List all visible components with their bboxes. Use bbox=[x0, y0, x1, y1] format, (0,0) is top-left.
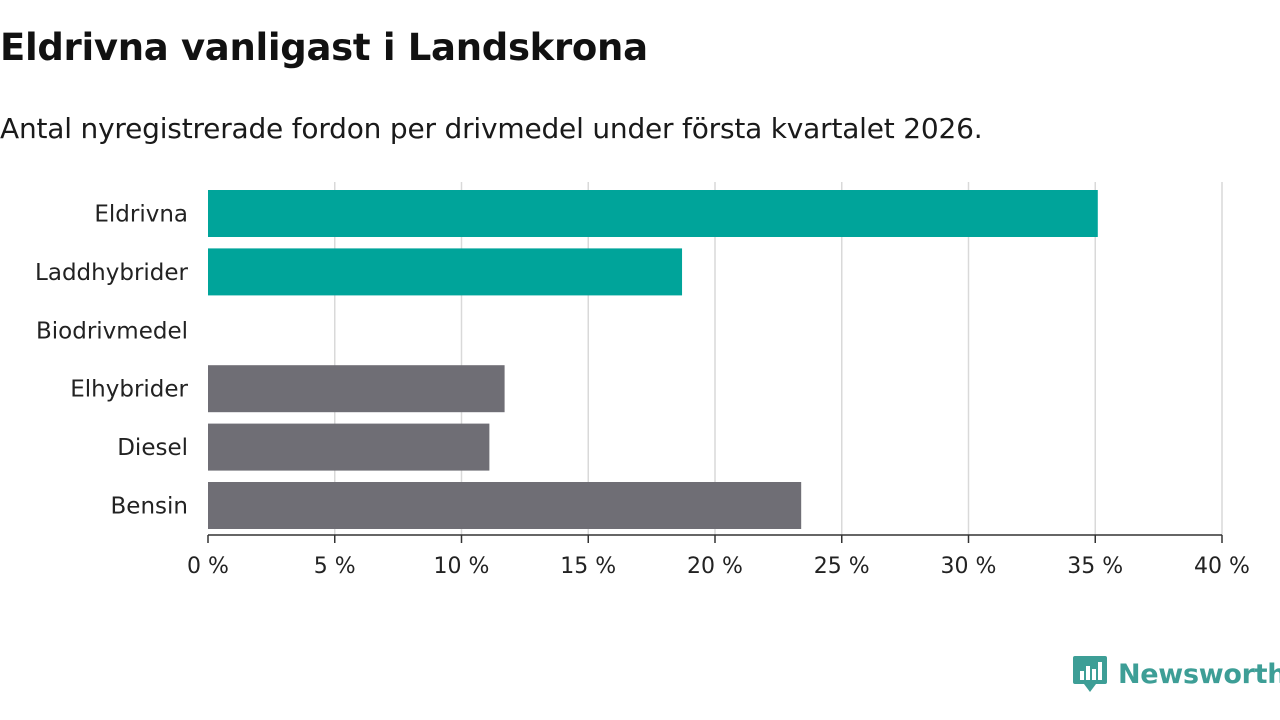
bars bbox=[208, 190, 1098, 529]
bar-eldrivna bbox=[208, 190, 1098, 237]
brand-name: Newsworthy bbox=[1118, 658, 1280, 690]
category-label: Eldrivna bbox=[94, 202, 188, 228]
chart-bubble-icon bbox=[1073, 656, 1107, 692]
x-tick-label: 30 % bbox=[941, 554, 997, 579]
x-tick-label: 40 % bbox=[1194, 554, 1250, 579]
x-tick-label: 10 % bbox=[434, 554, 490, 579]
bar-chart: Eldrivna Laddhybrider Biodrivmedel Elhybrid… bbox=[35, 182, 1250, 579]
x-axis: 0 % 5 % 10 % 15 % 20 % 25 % 30 % 35 % 40 % bbox=[187, 534, 1250, 579]
category-label: Bensin bbox=[111, 494, 188, 520]
category-label: Laddhybrider bbox=[35, 260, 188, 286]
category-labels: Eldrivna Laddhybrider Biodrivmedel Elhybrid… bbox=[35, 202, 188, 520]
x-tick-label: 20 % bbox=[687, 554, 743, 579]
x-tick-label: 35 % bbox=[1067, 554, 1123, 579]
gridlines bbox=[334, 182, 1223, 535]
chart-subtitle: Antal nyregistrerade fordon per drivmede… bbox=[0, 112, 983, 145]
category-label: Diesel bbox=[117, 435, 188, 461]
category-label: Elhybrider bbox=[70, 377, 188, 403]
x-tick-label: 25 % bbox=[814, 554, 870, 579]
bar-bensin bbox=[208, 482, 802, 529]
chart-title: Eldrivna vanligast i Landskrona bbox=[0, 26, 648, 69]
bar-elhybrider bbox=[208, 365, 505, 413]
category-label: Biodrivmedel bbox=[36, 318, 188, 344]
x-tick-label: 15 % bbox=[560, 554, 616, 579]
bar-diesel bbox=[208, 423, 490, 471]
x-tick-label: 5 % bbox=[314, 554, 356, 579]
bar-laddhybrider bbox=[208, 248, 683, 296]
x-tick-label: 0 % bbox=[187, 554, 229, 579]
brand-logo: Newsworthy bbox=[1072, 654, 1280, 694]
